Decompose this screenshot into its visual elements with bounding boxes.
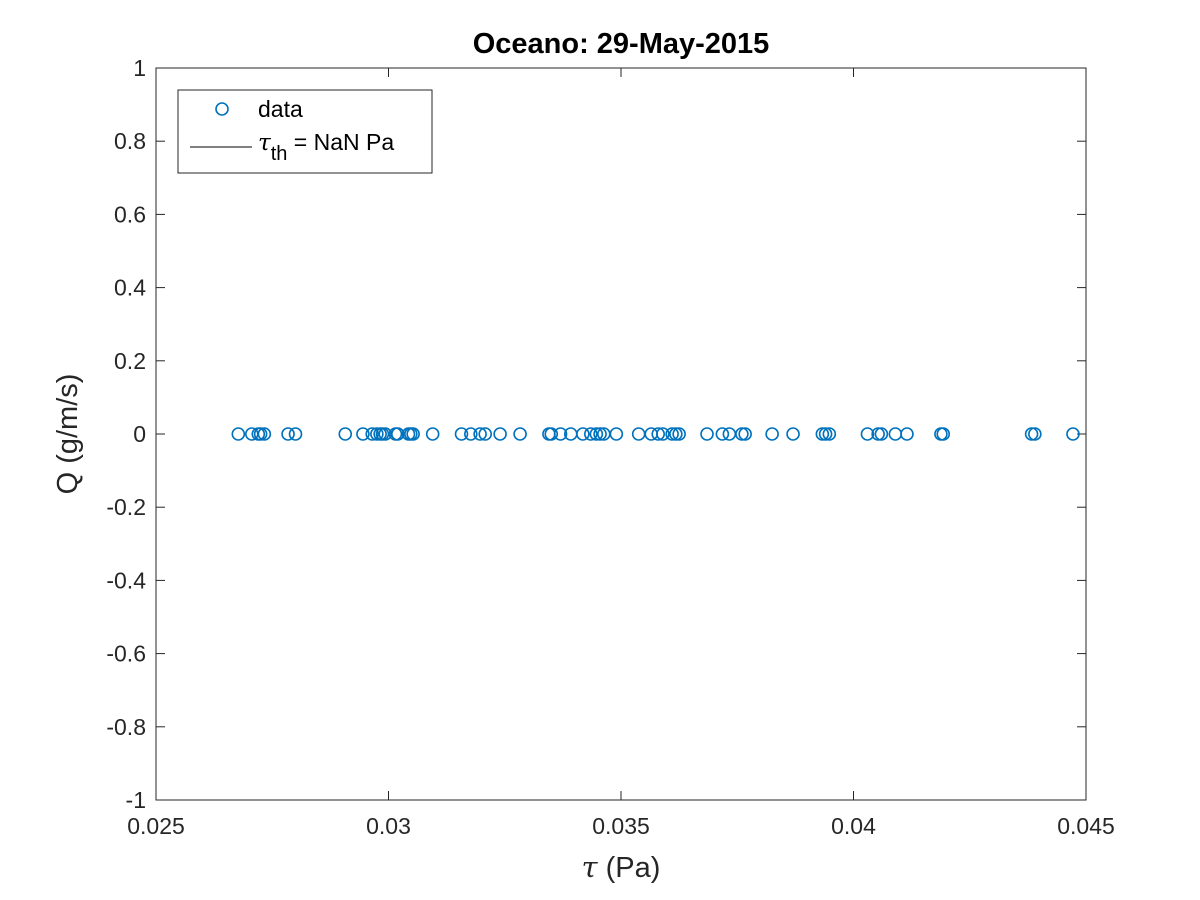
data-point xyxy=(356,427,370,441)
data-point xyxy=(871,427,885,441)
data-point xyxy=(473,427,487,441)
data-point xyxy=(288,427,303,441)
data-point xyxy=(365,427,380,441)
data-point xyxy=(765,427,779,441)
data-point xyxy=(583,427,598,441)
data-point xyxy=(1028,427,1042,441)
data-point xyxy=(464,427,478,441)
data-point xyxy=(553,427,568,441)
y-tick-label: 0.2 xyxy=(114,348,146,374)
data-point xyxy=(700,427,714,441)
legend-entry-data: data xyxy=(258,96,303,122)
data-point xyxy=(406,427,420,441)
data-point xyxy=(665,427,679,441)
y-tick-label: -0.6 xyxy=(106,641,146,667)
data-point xyxy=(593,427,607,441)
y-axis-label: Q (g/m/s) xyxy=(52,374,84,495)
data-point xyxy=(656,427,670,441)
data-point xyxy=(257,427,272,441)
x-axis-label-symbol: τ xyxy=(582,850,599,884)
data-point xyxy=(390,427,405,441)
y-tick-label: -0.4 xyxy=(106,567,146,593)
legend-threshold-subscript: th xyxy=(271,143,288,165)
data-point xyxy=(513,427,527,441)
data-point xyxy=(493,427,507,441)
legend-entry-threshold: τth = NaN Pa xyxy=(258,129,394,165)
y-tick-label: 0.4 xyxy=(114,275,146,301)
x-tick-label: 0.03 xyxy=(366,813,411,839)
y-axis-ticks: 1 0.8 0.6 0.4 0.2 0 -0.2 -0.4 -0.6 -0.8 -1 xyxy=(106,55,1086,813)
data-point xyxy=(609,427,624,441)
x-axis-label-unit: (Pa) xyxy=(598,852,661,884)
y-tick-label: -0.2 xyxy=(106,494,146,520)
data-point xyxy=(576,427,590,441)
data-point xyxy=(822,427,837,441)
data-point xyxy=(253,427,268,441)
data-point xyxy=(735,427,749,441)
data-series xyxy=(231,427,1080,441)
data-point xyxy=(860,427,875,441)
data-point xyxy=(589,427,604,441)
legend-box xyxy=(177,89,433,174)
data-point xyxy=(669,427,683,441)
x-tick-label: 0.035 xyxy=(592,813,650,839)
data-point xyxy=(544,427,559,441)
x-tick-label: 0.045 xyxy=(1057,813,1115,839)
legend-threshold-value: = NaN Pa xyxy=(287,129,394,155)
data-point xyxy=(425,427,440,441)
data-point xyxy=(786,427,800,441)
data-point xyxy=(1066,427,1080,441)
data-point xyxy=(672,427,686,441)
data-point xyxy=(651,427,666,441)
data-point xyxy=(231,427,246,441)
data-point xyxy=(815,427,830,441)
x-tick-label: 0.025 xyxy=(127,813,185,839)
chart-title: Oceano: 29-May-2015 xyxy=(473,28,770,60)
data-point xyxy=(281,427,295,441)
data-point xyxy=(370,427,384,441)
y-tick-label: -1 xyxy=(126,787,146,813)
y-tick-label: 0.6 xyxy=(114,201,146,227)
data-point xyxy=(454,427,469,441)
plot-area xyxy=(155,67,1087,801)
y-tick-label: 0.8 xyxy=(114,128,146,154)
data-point xyxy=(715,427,730,441)
x-axis-label: τ (Pa) xyxy=(582,850,661,884)
data-point xyxy=(874,427,889,441)
y-tick-label: 1 xyxy=(133,55,146,81)
legend: data τth = NaN Pa xyxy=(177,89,433,174)
data-point xyxy=(818,427,833,441)
legend-circle-marker-icon xyxy=(215,102,229,116)
y-tick-label: 0 xyxy=(133,421,146,447)
data-point xyxy=(936,427,951,441)
data-point xyxy=(338,427,353,441)
data-point xyxy=(1024,427,1039,441)
data-point xyxy=(900,427,914,441)
legend-threshold-symbol: τ xyxy=(258,130,272,156)
x-tick-label: 0.04 xyxy=(831,813,876,839)
data-point xyxy=(738,427,752,441)
x-axis-ticks: 0.025 0.03 0.035 0.04 0.045 xyxy=(127,68,1115,839)
data-point xyxy=(478,427,493,441)
y-tick-label: -0.8 xyxy=(106,714,146,740)
